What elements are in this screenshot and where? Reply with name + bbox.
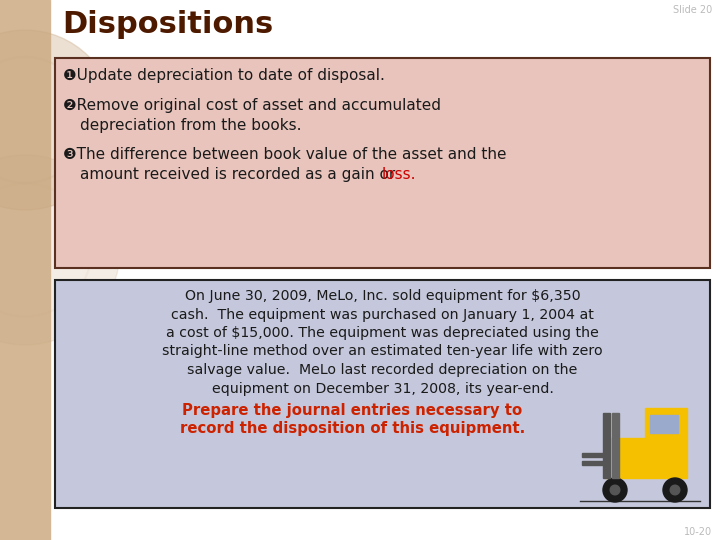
Text: record the disposition of this equipment.: record the disposition of this equipment…: [180, 422, 525, 436]
Text: ❶Update depreciation to date of disposal.: ❶Update depreciation to date of disposal…: [63, 68, 385, 83]
Bar: [650, 415, 678, 433]
Text: amount received is recorded as a gain or: amount received is recorded as a gain or: [80, 167, 400, 182]
Bar: [603, 413, 610, 478]
Text: On June 30, 2009, MeLo, Inc. sold equipment for $6,350: On June 30, 2009, MeLo, Inc. sold equipm…: [185, 289, 580, 303]
Text: 10-20: 10-20: [684, 527, 712, 537]
Text: equipment on December 31, 2008, its year-end.: equipment on December 31, 2008, its year…: [212, 381, 554, 395]
Bar: [582, 461, 604, 465]
Circle shape: [663, 478, 687, 502]
Bar: [0, 0, 50, 540]
Bar: [645, 408, 687, 438]
Text: depreciation from the books.: depreciation from the books.: [80, 118, 302, 133]
Circle shape: [603, 478, 627, 502]
Text: amount received is recorded as a gain or loss.: amount received is recorded as a gain or…: [80, 167, 435, 182]
Text: salvage value.  MeLo last recorded depreciation on the: salvage value. MeLo last recorded deprec…: [187, 363, 577, 377]
Text: ❸The difference between book value of the asset and the: ❸The difference between book value of th…: [63, 147, 506, 162]
Text: straight-line method over an estimated ten-year life with zero: straight-line method over an estimated t…: [162, 345, 603, 359]
Text: loss.: loss.: [382, 167, 416, 182]
Circle shape: [0, 155, 120, 345]
Text: a cost of $15,000. The equipment was depreciated using the: a cost of $15,000. The equipment was dep…: [166, 326, 599, 340]
Circle shape: [670, 485, 680, 495]
Bar: [582, 453, 604, 457]
Bar: [605, 438, 687, 478]
Circle shape: [611, 485, 620, 495]
FancyBboxPatch shape: [55, 280, 710, 508]
Bar: [612, 413, 619, 478]
Text: Dispositions: Dispositions: [62, 10, 274, 39]
Text: Prepare the journal entries necessary to: Prepare the journal entries necessary to: [182, 403, 523, 418]
Circle shape: [0, 30, 115, 210]
Text: Slide 20: Slide 20: [672, 5, 712, 15]
Text: cash.  The equipment was purchased on January 1, 2004 at: cash. The equipment was purchased on Jan…: [171, 307, 594, 321]
Text: ❷Remove original cost of asset and accumulated: ❷Remove original cost of asset and accum…: [63, 98, 441, 113]
FancyBboxPatch shape: [55, 58, 710, 268]
